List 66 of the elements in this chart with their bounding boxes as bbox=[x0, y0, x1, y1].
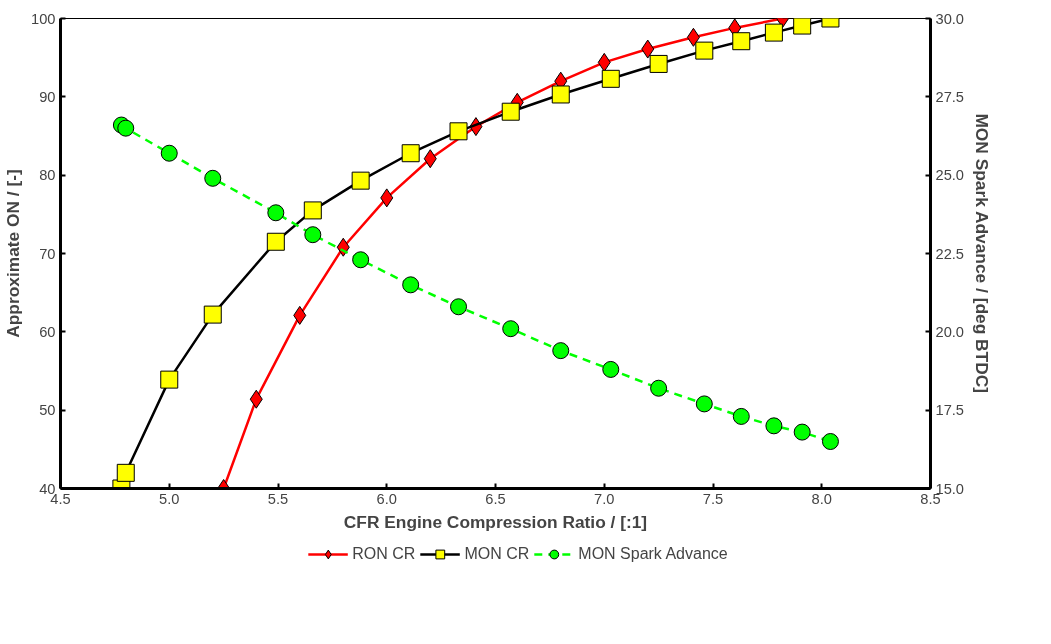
point bbox=[423, 149, 437, 169]
y2-tick-label: 17.5 bbox=[935, 402, 965, 419]
y-tick-label: 100 bbox=[31, 10, 56, 27]
point bbox=[117, 119, 135, 137]
legend-label: MON CR bbox=[464, 544, 530, 564]
point bbox=[602, 360, 620, 378]
point bbox=[597, 52, 611, 72]
point bbox=[732, 32, 751, 51]
point bbox=[793, 423, 811, 441]
point bbox=[695, 41, 714, 60]
point bbox=[160, 144, 178, 162]
point bbox=[695, 395, 713, 413]
y2-tick-label: 15.0 bbox=[935, 480, 965, 497]
point bbox=[293, 305, 307, 325]
point bbox=[501, 102, 520, 121]
y2-tick-label: 25.0 bbox=[935, 167, 965, 184]
point bbox=[449, 122, 468, 141]
y2-axis-title: MON Spark Advance / [deg BTDC] bbox=[972, 113, 993, 393]
point bbox=[249, 389, 263, 409]
point bbox=[686, 27, 700, 47]
x-tick-label: 6.0 bbox=[376, 490, 397, 507]
x-axis-title: CFR Engine Compression Ratio / [:1] bbox=[343, 511, 648, 532]
point bbox=[649, 54, 668, 73]
point bbox=[160, 370, 179, 389]
point bbox=[821, 433, 839, 450]
point bbox=[764, 23, 783, 42]
point bbox=[401, 144, 420, 163]
point bbox=[765, 417, 783, 435]
point bbox=[351, 171, 370, 190]
legend-label: MON Spark Advance bbox=[578, 544, 728, 564]
legend-label: RON CR bbox=[352, 544, 416, 564]
y2-tick-label: 27.5 bbox=[935, 88, 965, 105]
x-tick-label: 8.0 bbox=[811, 490, 832, 507]
point bbox=[450, 298, 468, 316]
point bbox=[552, 342, 570, 360]
point bbox=[551, 85, 570, 104]
y-tick-label: 90 bbox=[39, 88, 56, 105]
point bbox=[267, 204, 285, 222]
x-tick-label: 7.5 bbox=[702, 490, 724, 507]
point bbox=[203, 305, 222, 324]
point bbox=[502, 320, 520, 338]
point bbox=[116, 463, 135, 482]
x-tick-label: 5.0 bbox=[159, 490, 180, 507]
x-tick-label: 5.5 bbox=[267, 490, 289, 507]
y-tick-label: 60 bbox=[39, 323, 56, 340]
point bbox=[204, 169, 222, 187]
y2-tick-label: 20.0 bbox=[935, 323, 965, 340]
y-tick-label: 80 bbox=[39, 167, 56, 184]
point bbox=[732, 407, 750, 425]
y-tick-label: 70 bbox=[39, 245, 56, 262]
point bbox=[304, 226, 322, 244]
point bbox=[352, 251, 370, 269]
point bbox=[380, 188, 394, 208]
point bbox=[402, 276, 420, 294]
point bbox=[641, 39, 655, 59]
x-tick-label: 7.0 bbox=[594, 490, 615, 507]
point bbox=[266, 232, 285, 251]
point bbox=[303, 201, 322, 220]
y-tick-label: 50 bbox=[39, 402, 56, 419]
point bbox=[650, 379, 668, 397]
y2-tick-label: 30.0 bbox=[935, 10, 965, 27]
y-axis-title: Approximate ON / [-] bbox=[3, 169, 24, 338]
point bbox=[601, 69, 620, 88]
y2-tick-label: 22.5 bbox=[935, 245, 965, 262]
x-tick-label: 6.5 bbox=[485, 490, 506, 507]
point bbox=[793, 18, 812, 35]
